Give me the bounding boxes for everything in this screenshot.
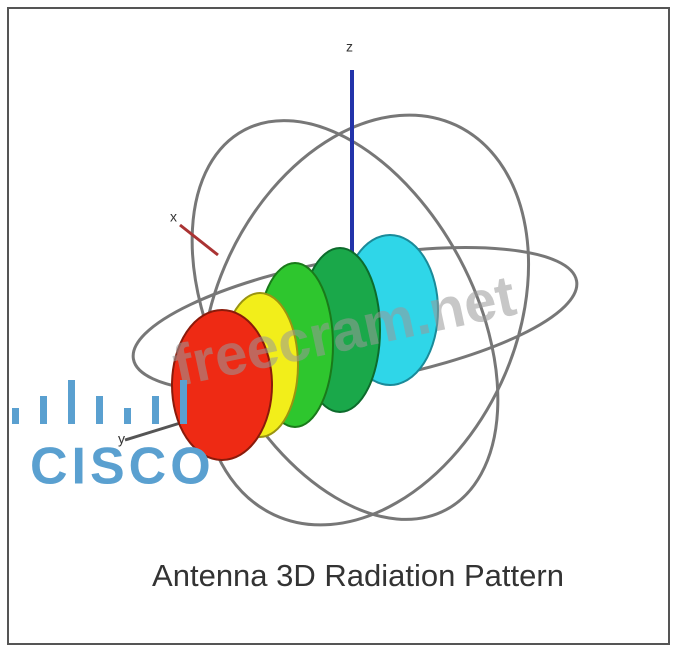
axis-label-z: z bbox=[346, 39, 353, 55]
axis-label-x: x bbox=[170, 209, 177, 225]
logo-bar bbox=[124, 408, 131, 424]
radiation-pattern bbox=[171, 234, 439, 461]
caption: Antenna 3D Radiation Pattern bbox=[152, 558, 564, 593]
logo-bar bbox=[12, 408, 19, 424]
orbit-tilted-a bbox=[199, 113, 531, 527]
x-axis bbox=[179, 223, 219, 257]
cisco-logo: CISCO bbox=[12, 380, 215, 496]
logo-bar bbox=[96, 396, 103, 424]
logo-bar bbox=[68, 380, 75, 424]
logo-bar bbox=[152, 396, 159, 424]
logo-bar bbox=[40, 396, 47, 424]
lobe-red bbox=[171, 309, 273, 461]
axis-label-y: y bbox=[118, 431, 125, 447]
logo-text: CISCO bbox=[30, 438, 215, 496]
logo-bar bbox=[180, 380, 187, 424]
